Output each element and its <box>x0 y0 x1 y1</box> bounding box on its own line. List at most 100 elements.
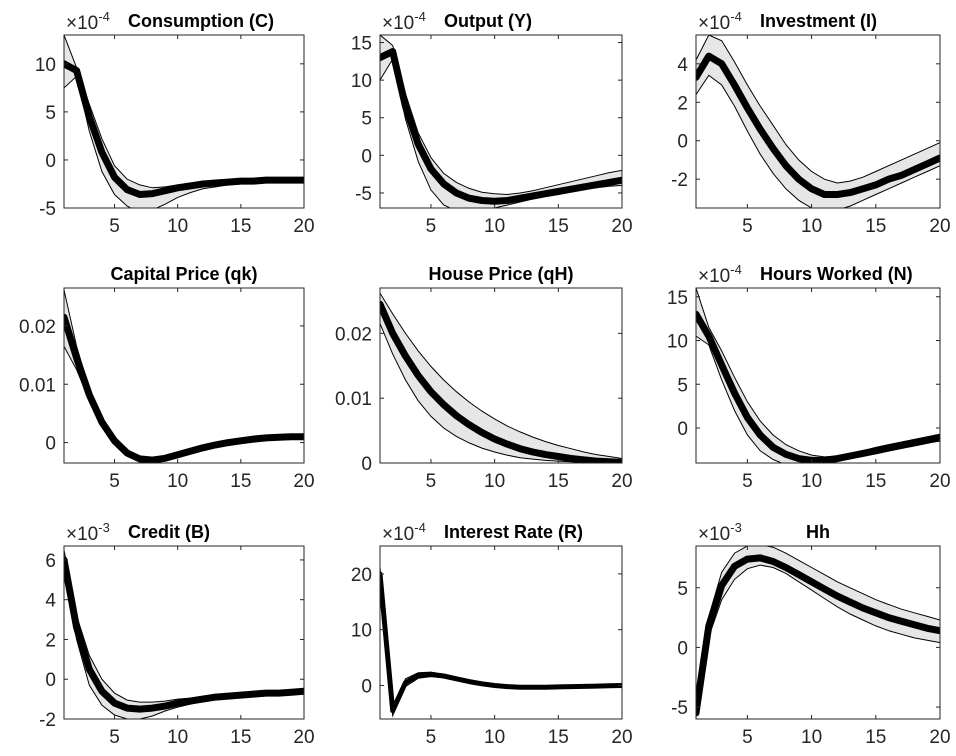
x-tick-label: 10 <box>167 216 188 237</box>
y-tick-label: 15 <box>667 288 688 309</box>
multiplier-exponent: -4 <box>730 262 742 277</box>
axes-box <box>63 34 305 209</box>
y-tick-label: 0 <box>45 151 56 172</box>
upper-bound-line <box>696 288 940 458</box>
x-tick-label: 15 <box>865 727 886 748</box>
multiplier-base: ×10 <box>66 524 98 545</box>
median-response-line <box>696 52 940 198</box>
x-tick-label: 10 <box>167 471 188 492</box>
y-tick-label: 0 <box>677 132 688 153</box>
x-tick-label: 15 <box>865 216 886 237</box>
multiplier-base: ×10 <box>698 266 730 287</box>
median-response-line <box>380 48 622 205</box>
y-tick-label: 0 <box>45 434 56 455</box>
axes-box <box>63 545 305 720</box>
y-tick-label: 0 <box>677 638 688 659</box>
subplot-title: Hours Worked (N) <box>760 264 913 284</box>
subplot-6: 5 10 15 20 -2 0 2 4 6 ×10-3 Credit (B) <box>39 520 314 748</box>
subplot-title: Credit (B) <box>128 522 210 542</box>
plot-area <box>64 35 304 208</box>
axis-multiplier: ×10-3 <box>698 520 742 545</box>
subplot-1: 5 10 15 20 -5 0 5 10 15 ×10-4 Output (Y) <box>351 9 633 237</box>
y-tick-label: -5 <box>39 199 56 220</box>
y-tick-label: -2 <box>671 170 688 191</box>
confidence-band <box>696 35 940 208</box>
subplot-0: 5 10 15 20 -5 0 5 10 ×10-4 Consumption (C) <box>35 9 315 237</box>
x-tick-label: 15 <box>230 216 251 237</box>
subplot-8: 5 10 15 20 -5 0 5 ×10-3 Hh <box>671 520 950 748</box>
plot-area <box>380 292 622 463</box>
x-tick-label: 10 <box>484 216 505 237</box>
axes-box <box>695 287 941 464</box>
axis-multiplier: ×10-4 <box>66 9 110 34</box>
x-tick-label: 5 <box>426 471 437 492</box>
multiplier-base: ×10 <box>698 524 730 545</box>
y-tick-label: 0.02 <box>19 317 56 338</box>
y-tick-label: 0 <box>677 419 688 440</box>
multiplier-exponent: -4 <box>414 9 426 24</box>
axis-multiplier: ×10-4 <box>382 9 426 34</box>
plot-area <box>380 35 622 208</box>
x-tick-label: 20 <box>293 216 314 237</box>
y-tick-label: 0.02 <box>335 324 372 345</box>
y-tick-label: 5 <box>677 579 688 600</box>
y-tick-label: 5 <box>45 103 56 124</box>
confidence-band <box>696 546 940 716</box>
axis-multiplier: ×10-4 <box>382 520 426 545</box>
subplot-title: Consumption (C) <box>128 11 274 31</box>
multiplier-exponent: -3 <box>730 520 742 535</box>
x-tick-label: 20 <box>293 727 314 748</box>
x-tick-label: 15 <box>548 471 569 492</box>
x-tick-label: 5 <box>109 471 120 492</box>
plot-area <box>696 288 940 463</box>
y-tick-label: -2 <box>39 710 56 731</box>
subplot-title: Capital Price (qk) <box>110 264 257 284</box>
lower-bound-line <box>696 74 940 208</box>
subplot-title: House Price (qH) <box>428 264 573 284</box>
confidence-band <box>380 567 622 716</box>
y-tick-label: 10 <box>35 55 56 76</box>
lower-bound-line <box>696 564 940 716</box>
y-tick-label: 4 <box>677 55 688 76</box>
y-tick-label: 6 <box>45 551 56 572</box>
confidence-band <box>380 293 622 463</box>
upper-bound-line <box>696 546 940 711</box>
y-tick-label: 15 <box>351 34 372 55</box>
subplot-5: 5 10 15 20 0 5 10 15 ×10-4 Hours Worked (N) <box>667 262 951 492</box>
x-tick-label: 10 <box>801 216 822 237</box>
plot-area <box>696 546 940 717</box>
y-tick-label: 5 <box>677 375 688 396</box>
x-tick-label: 5 <box>742 216 753 237</box>
x-tick-label: 10 <box>484 471 505 492</box>
x-tick-label: 20 <box>611 727 632 748</box>
y-tick-label: 5 <box>361 109 372 130</box>
y-tick-label: 0 <box>361 146 372 167</box>
plot-area <box>380 567 622 718</box>
y-tick-label: 10 <box>351 71 372 92</box>
confidence-band <box>696 288 940 463</box>
x-tick-label: 5 <box>109 216 120 237</box>
axes-box <box>695 545 941 720</box>
lower-bound-line <box>380 580 622 718</box>
plot-area <box>64 289 304 463</box>
subplot-2: 5 10 15 20 -2 0 2 4 ×10-4 Investment (I) <box>671 9 950 237</box>
subplot-title: Hh <box>806 522 830 542</box>
x-tick-label: 5 <box>742 727 753 748</box>
multiplier-base: ×10 <box>698 13 730 34</box>
plot-area <box>64 549 304 719</box>
x-tick-label: 20 <box>929 727 950 748</box>
x-tick-label: 15 <box>548 216 569 237</box>
y-tick-label: 4 <box>45 591 56 612</box>
y-tick-label: 2 <box>45 630 56 651</box>
multiplier-exponent: -4 <box>730 9 742 24</box>
x-tick-label: 5 <box>426 727 437 748</box>
multiplier-exponent: -4 <box>414 520 426 535</box>
y-tick-label: 0 <box>361 454 372 475</box>
axes-box <box>379 287 623 464</box>
median-response-line <box>380 300 622 463</box>
axes-box <box>63 287 305 464</box>
x-tick-label: 10 <box>167 727 188 748</box>
multiplier-base: ×10 <box>382 524 414 545</box>
x-tick-label: 10 <box>801 727 822 748</box>
